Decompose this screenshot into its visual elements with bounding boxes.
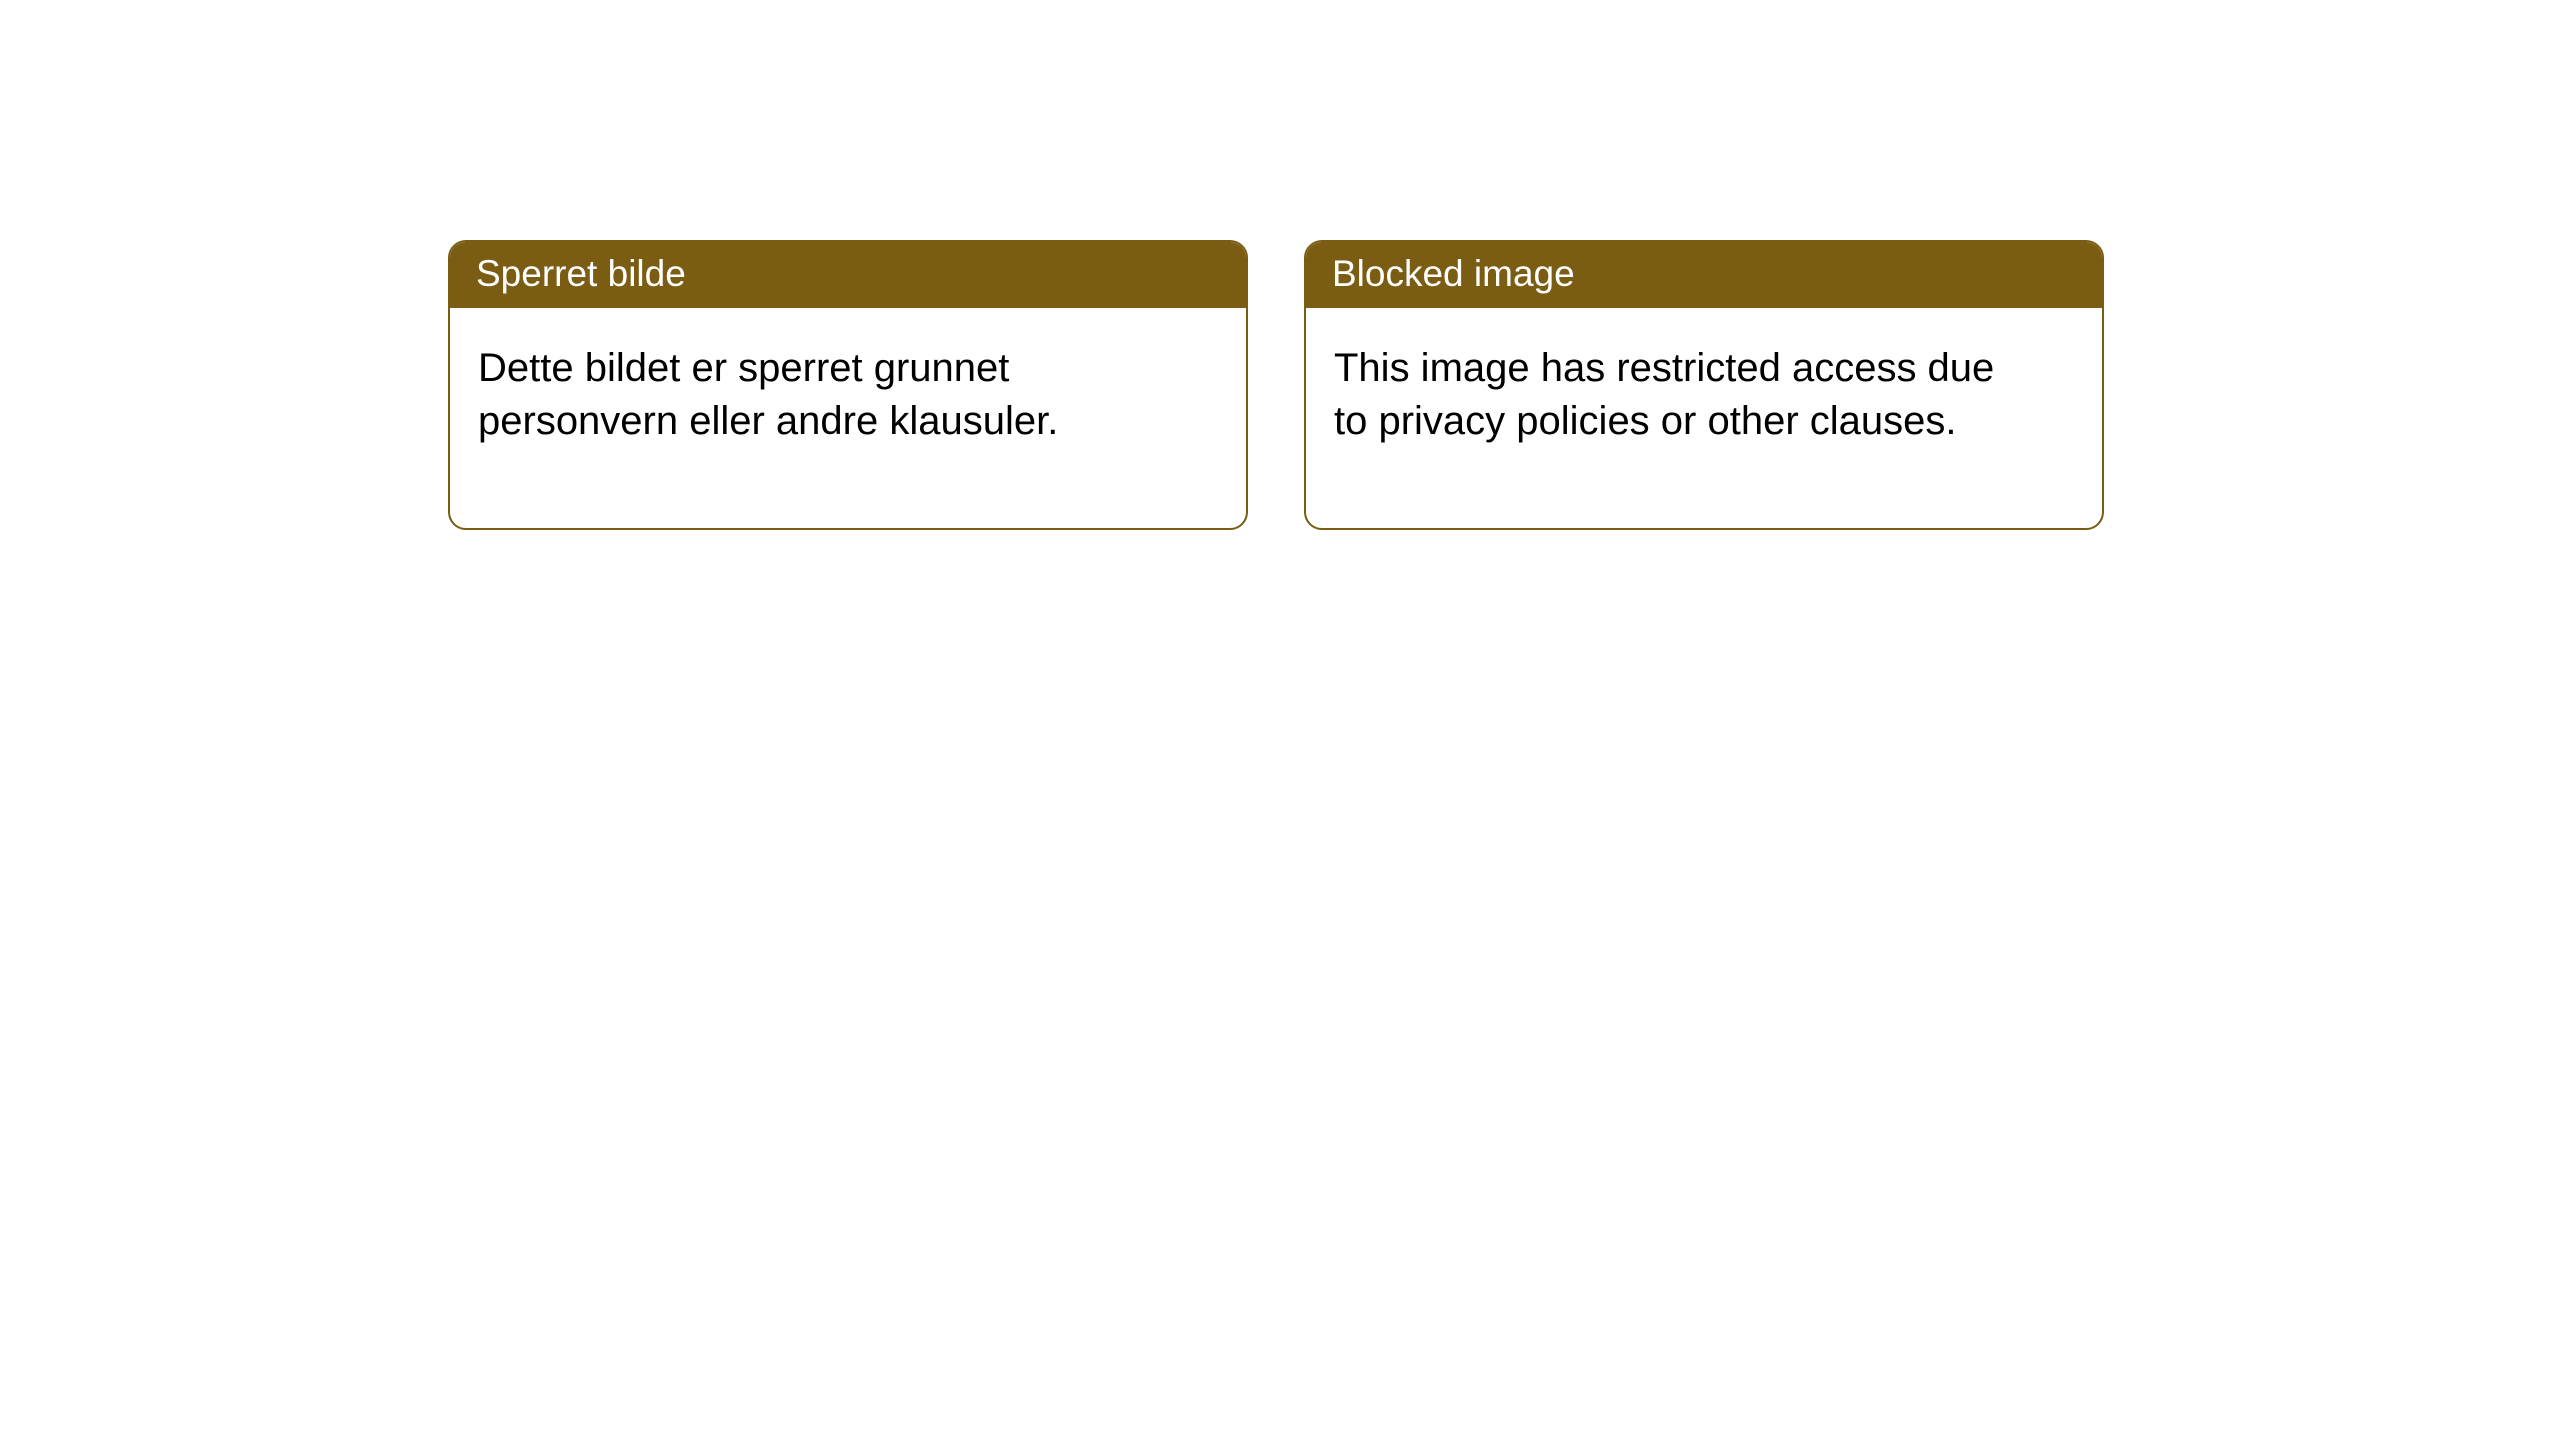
notice-text-no: Dette bildet er sperret grunnet personve…: [478, 342, 1148, 448]
notice-body-en: This image has restricted access due to …: [1306, 308, 2102, 528]
notice-body-no: Dette bildet er sperret grunnet personve…: [450, 308, 1246, 528]
notice-text-en: This image has restricted access due to …: [1334, 342, 2004, 448]
notice-title-no: Sperret bilde: [450, 242, 1246, 308]
notice-card-no: Sperret bilde Dette bildet er sperret gr…: [448, 240, 1248, 530]
notice-title-en: Blocked image: [1306, 242, 2102, 308]
notice-card-en: Blocked image This image has restricted …: [1304, 240, 2104, 530]
notice-container: Sperret bilde Dette bildet er sperret gr…: [0, 0, 2560, 530]
